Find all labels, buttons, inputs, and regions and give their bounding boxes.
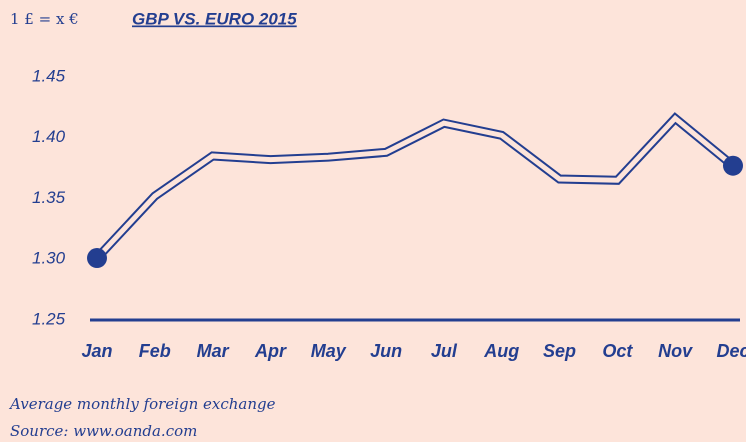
x-tick-label: Apr (254, 341, 287, 361)
y-tick-label: 1.35 (32, 188, 66, 207)
line-inner (95, 114, 735, 260)
x-tick-label: Feb (139, 341, 171, 361)
y-tick-label: 1.40 (32, 127, 66, 146)
x-tick-label: Aug (483, 341, 519, 361)
x-tick-label: Jul (431, 341, 458, 361)
y-tick-label: 1.45 (32, 66, 66, 85)
x-tick-label: Nov (658, 341, 693, 361)
note: Average monthly foreign exchange (8, 395, 276, 413)
x-tick-label: Jun (370, 341, 402, 361)
x-tick-label: Oct (602, 341, 633, 361)
unit-label: 1 £ = x € (10, 10, 79, 28)
x-tick-label: Sep (543, 341, 576, 361)
end-marker (723, 155, 743, 176)
x-tick-label: Mar (197, 341, 230, 361)
y-tick-label: 1.30 (32, 249, 66, 268)
chart-title: GBP VS. EURO 2015 (132, 9, 297, 28)
x-tick-label: Dec (716, 341, 746, 361)
y-tick-label: 1.25 (32, 309, 66, 328)
note: Source: www.oanda.com (10, 422, 197, 440)
x-tick-label: May (311, 341, 347, 361)
end-marker (87, 248, 107, 269)
x-tick-label: Jan (81, 341, 112, 361)
